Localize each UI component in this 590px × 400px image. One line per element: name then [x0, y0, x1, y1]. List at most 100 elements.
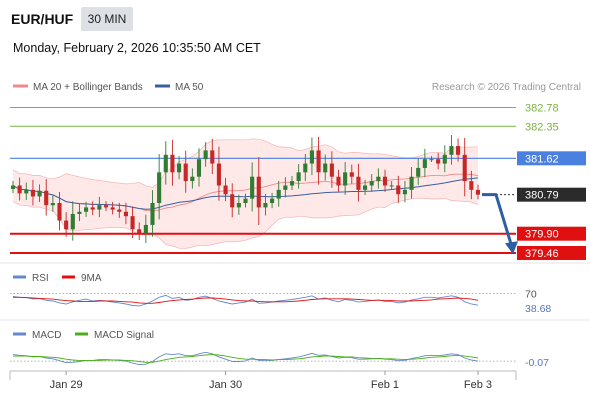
timeframe-badge[interactable]: 30 MIN	[81, 7, 133, 31]
candle-body	[216, 163, 221, 186]
candle-body	[90, 207, 95, 210]
candle-body	[44, 190, 49, 206]
last-price-label: 380.79	[525, 190, 559, 202]
datetime-label: Monday, February 2, 2026 10:35:50 AM CET	[13, 41, 261, 55]
candle-body	[316, 150, 321, 173]
candle-body	[349, 172, 354, 177]
candle-body	[123, 211, 128, 217]
candle-body	[230, 194, 235, 208]
support-tag	[517, 245, 586, 260]
pivot-label: 381.62	[525, 153, 559, 165]
candle-body	[409, 176, 414, 190]
candle-body	[196, 159, 202, 177]
candle-body	[456, 146, 461, 155]
macd-panel: -0.07	[10, 351, 549, 369]
candle-body	[210, 150, 215, 164]
candle-body	[256, 176, 261, 208]
series-line	[12, 351, 479, 366]
x-tick-label: Jan 30	[209, 379, 242, 391]
candle-body	[276, 189, 281, 199]
candle-body	[50, 203, 55, 206]
rsi-legend-label: RSI	[32, 273, 49, 284]
candle-body	[110, 207, 115, 210]
candle-body	[103, 205, 109, 208]
candle-body	[170, 154, 175, 173]
candle-body	[97, 205, 102, 210]
rsi-last-label: 38.68	[525, 303, 551, 315]
candle-body	[203, 150, 208, 160]
projection-arrow	[482, 193, 514, 248]
ma50-legend-label: MA 50	[175, 82, 204, 93]
candle-body	[475, 189, 481, 195]
resistance-label: 382.35	[525, 121, 559, 133]
candle-body	[77, 211, 82, 214]
candle-body	[356, 176, 361, 190]
candle-body	[37, 190, 42, 197]
candle-body	[329, 163, 334, 177]
candle-body	[263, 203, 268, 208]
candle-body	[283, 185, 288, 190]
projection-arrowhead	[505, 241, 518, 255]
rsi-reference-label: 70	[525, 289, 537, 301]
candle-body	[462, 154, 467, 182]
last-price-tag	[517, 187, 586, 202]
candle-body	[382, 176, 388, 186]
x-tick-label: Jan 29	[50, 379, 83, 391]
support-label: 379.46	[525, 248, 559, 260]
candle-body	[223, 185, 228, 195]
series-line	[13, 296, 479, 304]
candle-body	[343, 172, 348, 186]
symbol-title: EUR/HUF	[11, 11, 74, 27]
candle-body	[190, 176, 195, 182]
candle-body	[416, 167, 421, 177]
candle-body	[24, 189, 29, 194]
candle-body	[150, 203, 155, 225]
price-panel: 382.78 382.35 381.62 380.79 379.90 379.46	[10, 102, 586, 260]
candle-body	[389, 185, 394, 187]
candle-body	[143, 224, 148, 234]
candle-body	[57, 203, 62, 221]
candle-body	[469, 181, 474, 190]
candle-body	[429, 159, 434, 161]
candle-body	[236, 203, 241, 208]
candle-body	[402, 189, 407, 195]
candle-body	[70, 213, 75, 230]
x-axis-labels: Jan 29 Jan 30 Feb 1 Feb 3	[50, 371, 492, 391]
candle-body	[303, 163, 308, 173]
x-tick-label: Feb 1	[371, 379, 399, 391]
rsi-legend: RSI 9MA	[13, 273, 102, 284]
attribution-text: Research © 2026 Trading Central	[432, 82, 581, 93]
candle-body	[30, 189, 35, 197]
candle-body	[177, 163, 182, 173]
bollinger-legend-label: MA 20 + Bollinger Bands	[33, 82, 143, 93]
main-legend: MA 20 + Bollinger Bands MA 50	[13, 82, 204, 93]
candle-body	[449, 146, 454, 155]
candle-body	[270, 198, 275, 204]
candle-body	[117, 209, 122, 212]
macd-last-label: -0.07	[525, 357, 549, 369]
chart-header: EUR/HUF 30 MIN Monday, February 2, 2026 …	[0, 0, 590, 70]
macd-signal-legend-label: MACD Signal	[94, 330, 154, 341]
candle-body	[243, 198, 248, 204]
candle-body	[436, 159, 441, 164]
candle-body	[363, 185, 368, 190]
candle-body	[163, 154, 168, 173]
candle-body	[137, 229, 142, 234]
candle-body	[309, 150, 314, 164]
candle-body	[336, 176, 341, 186]
support-label: 379.90	[525, 229, 559, 241]
candle-body	[84, 207, 89, 212]
candle-body	[323, 163, 328, 173]
candle-body	[369, 181, 374, 186]
candle-body	[376, 176, 381, 182]
series-line	[12, 294, 479, 307]
bollinger-upper-line	[12, 138, 479, 188]
bollinger-lower-line	[12, 197, 479, 249]
candle-body	[422, 159, 427, 168]
candle-body	[64, 220, 69, 230]
rsi-ma-legend-label: 9MA	[81, 273, 102, 284]
support-tag	[517, 226, 586, 241]
candle-body	[10, 185, 16, 189]
candle-body	[183, 163, 188, 182]
